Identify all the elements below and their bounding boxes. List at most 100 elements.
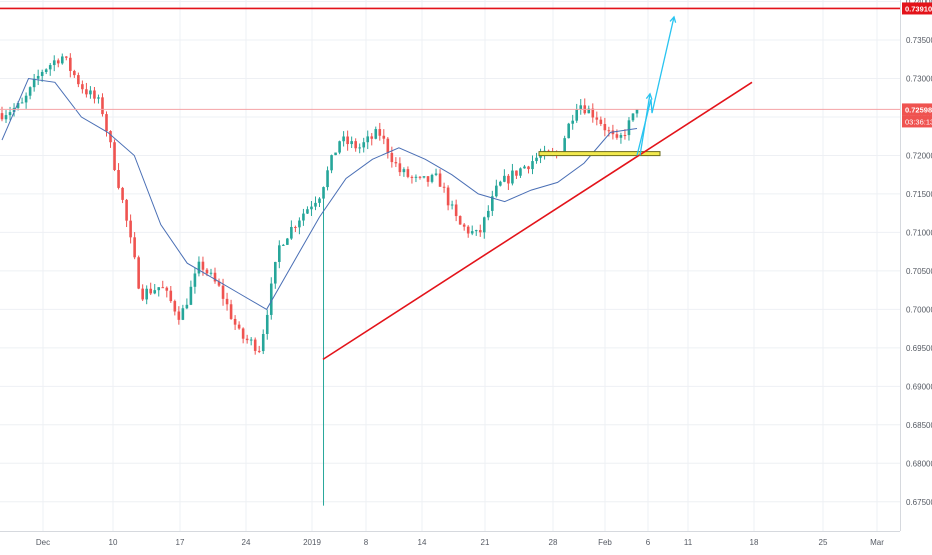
- candle-body: [85, 89, 88, 94]
- candle-body: [25, 96, 28, 103]
- candle: [378, 123, 381, 141]
- candle-body: [563, 138, 566, 152]
- candle-body: [575, 109, 578, 120]
- candle-body: [210, 273, 213, 274]
- candle: [105, 111, 108, 136]
- candle: [266, 310, 269, 340]
- grid: [0, 0, 900, 531]
- candle-body: [5, 115, 8, 119]
- candle: [535, 153, 538, 164]
- drawings[interactable]: [0, 8, 900, 359]
- candle: [503, 169, 506, 182]
- candle-body: [286, 239, 289, 245]
- candle: [455, 200, 458, 221]
- candle: [511, 164, 514, 185]
- candle: [137, 256, 140, 290]
- candle-body: [97, 97, 100, 98]
- candle: [282, 244, 285, 246]
- candle-body: [616, 134, 619, 138]
- candle: [222, 279, 225, 306]
- x-tick-label: 10: [109, 538, 118, 547]
- candle-body: [250, 340, 253, 341]
- candle-body: [507, 176, 510, 184]
- candle: [141, 284, 144, 301]
- candle: [33, 74, 36, 92]
- candle: [45, 68, 48, 74]
- candle: [49, 63, 52, 76]
- candle: [395, 157, 398, 167]
- countdown-label: 03:36:13: [902, 115, 932, 127]
- candle-body: [374, 129, 377, 139]
- candle: [423, 176, 426, 178]
- candle-body: [137, 257, 140, 288]
- y-axis[interactable]: 0.675000.680000.685000.690000.695000.700…: [901, 0, 932, 531]
- candle: [439, 169, 442, 187]
- candle-body: [447, 188, 450, 206]
- candle-body: [258, 351, 261, 352]
- candle: [487, 205, 490, 220]
- candle: [575, 104, 578, 123]
- candle-body: [395, 162, 398, 163]
- candle: [354, 138, 357, 151]
- candle-body: [419, 177, 422, 178]
- candle: [109, 130, 112, 148]
- candle: [101, 93, 104, 116]
- candle-body: [463, 225, 466, 227]
- candle-body: [190, 287, 193, 305]
- candle: [620, 133, 623, 144]
- candle: [358, 144, 361, 154]
- candle: [1, 107, 4, 122]
- candle-body: [186, 305, 189, 308]
- candle: [117, 163, 120, 189]
- candle-body: [37, 76, 40, 79]
- candle: [366, 131, 369, 150]
- candle: [579, 99, 582, 115]
- x-tick-label: 28: [549, 538, 558, 547]
- candle: [515, 170, 518, 179]
- candle: [226, 293, 229, 311]
- candle-body: [222, 286, 225, 299]
- candle: [415, 174, 418, 182]
- candle-body: [230, 304, 233, 319]
- candle: [85, 83, 88, 98]
- candle-body: [121, 188, 124, 200]
- candle: [113, 139, 116, 171]
- candle: [403, 167, 406, 177]
- candle-body: [298, 221, 301, 228]
- candle-body: [358, 147, 361, 148]
- candle: [125, 199, 128, 227]
- candle: [591, 103, 594, 122]
- candle-body: [403, 169, 406, 172]
- candle: [129, 214, 132, 243]
- candle-body: [600, 120, 603, 124]
- candle-body: [483, 217, 486, 232]
- candle: [318, 197, 321, 207]
- candle-body: [278, 245, 281, 262]
- candle-body: [314, 203, 317, 207]
- candle-body: [129, 221, 132, 238]
- candle-body: [475, 230, 478, 231]
- candle: [97, 95, 100, 104]
- candle: [407, 166, 410, 178]
- candle-body: [165, 288, 168, 291]
- candle: [186, 298, 189, 309]
- candle: [383, 129, 386, 144]
- candle-body: [1, 113, 4, 119]
- candle-body: [523, 167, 526, 169]
- candle: [604, 118, 607, 136]
- candle-body: [9, 112, 12, 115]
- candle-body: [322, 187, 325, 199]
- current-price-label: 0.72598: [902, 103, 932, 115]
- candle-body: [101, 97, 104, 114]
- candle: [210, 269, 213, 276]
- candle-body: [338, 141, 341, 152]
- candle: [157, 287, 160, 296]
- candle: [53, 55, 56, 71]
- candle-body: [391, 153, 394, 162]
- x-tick-label: 18: [750, 538, 759, 547]
